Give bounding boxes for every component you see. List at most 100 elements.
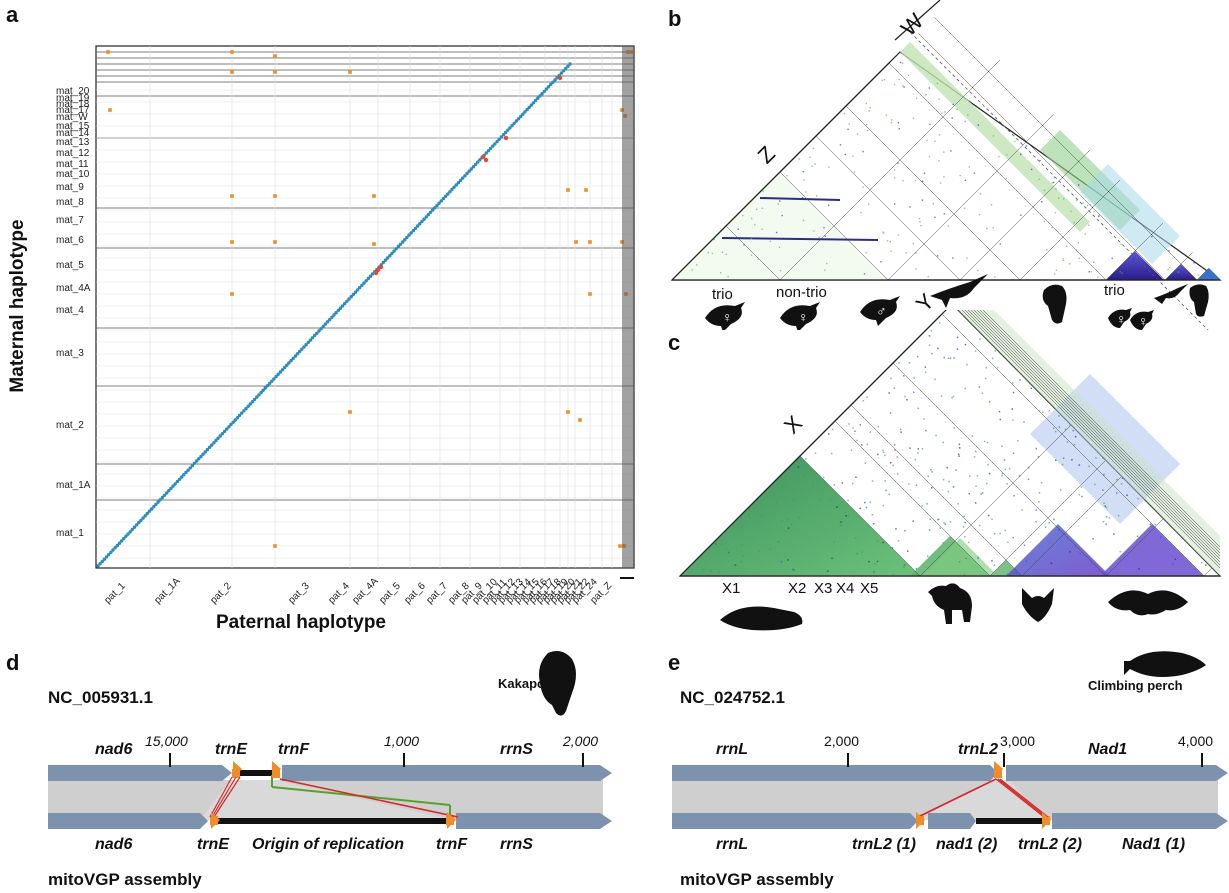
c-speck bbox=[1048, 409, 1051, 412]
diagonal-dot bbox=[109, 550, 113, 554]
b-speck bbox=[824, 269, 826, 271]
diagonal-dot bbox=[398, 242, 403, 246]
c-speck bbox=[1061, 463, 1064, 466]
diagonal-dot bbox=[355, 288, 360, 292]
diagonal-dot bbox=[405, 235, 409, 240]
diagonal-dot bbox=[540, 92, 544, 96]
diagonal-dot bbox=[501, 133, 506, 137]
b-speck bbox=[737, 228, 739, 230]
diagonal-dot bbox=[383, 258, 388, 262]
diagonal-dot bbox=[433, 206, 437, 210]
c-speck bbox=[937, 347, 939, 350]
c-speck bbox=[974, 502, 977, 504]
b-specks bbox=[691, 61, 1200, 278]
diagonal-dot bbox=[248, 402, 252, 406]
b-speck bbox=[938, 98, 940, 100]
b-speck bbox=[761, 228, 763, 230]
c-speck bbox=[917, 407, 919, 410]
diagonal-dot bbox=[549, 82, 553, 87]
c-speck bbox=[913, 391, 915, 393]
b-speck bbox=[967, 114, 969, 116]
diagonal-dot bbox=[458, 178, 463, 183]
panel-letter-e: e bbox=[668, 650, 681, 675]
c-speck bbox=[777, 541, 779, 543]
d-ref-gap bbox=[240, 770, 274, 776]
c-speck bbox=[1054, 430, 1057, 433]
c-speck bbox=[998, 410, 1001, 413]
diagonal-dot bbox=[270, 379, 274, 383]
c-speck bbox=[1113, 533, 1115, 535]
diagonal-dot bbox=[467, 169, 471, 173]
b-speck bbox=[1120, 243, 1122, 246]
b-speck bbox=[890, 250, 892, 252]
c-speck bbox=[964, 521, 966, 524]
diagonal-dot bbox=[244, 406, 248, 411]
e-synteny-right bbox=[1010, 780, 1218, 820]
b-speck bbox=[1053, 181, 1055, 184]
diagonal-dot bbox=[368, 274, 373, 278]
y-tick-label: mat_17 bbox=[56, 105, 90, 116]
d-asm-gene-rrnS: rrnS bbox=[500, 836, 533, 853]
d-marker bbox=[233, 761, 242, 778]
b-speck bbox=[1062, 258, 1064, 260]
diagonal-dot bbox=[448, 190, 452, 194]
c-speck bbox=[964, 387, 966, 390]
y-tick-label: mat_12 bbox=[56, 148, 90, 159]
bird-icon bbox=[1130, 310, 1154, 330]
c-bat-region bbox=[1006, 524, 1110, 576]
diagonal-dot bbox=[298, 349, 302, 354]
c-speck bbox=[957, 453, 960, 455]
diagonal-dot bbox=[452, 185, 456, 189]
b-speck bbox=[882, 231, 884, 233]
diagonal-dot bbox=[259, 390, 263, 395]
panel-c: X Y X1 X2 X3 X4 X5 bbox=[660, 289, 1229, 650]
c-speck bbox=[854, 430, 856, 432]
b-grid-line bbox=[1019, 179, 1121, 281]
c-speck bbox=[869, 431, 871, 433]
b-speck bbox=[1039, 159, 1041, 162]
diagonal-dot bbox=[401, 240, 405, 244]
diagonal-dot bbox=[128, 530, 132, 534]
c-speck bbox=[831, 428, 834, 431]
c-speck bbox=[702, 569, 705, 571]
diagonal-dot bbox=[242, 409, 246, 413]
c-speck bbox=[934, 378, 936, 381]
c-x-axis-line bbox=[679, 315, 941, 577]
diagonal-dot bbox=[231, 420, 235, 424]
e-synteny-left bbox=[672, 780, 990, 820]
c-speck bbox=[865, 506, 868, 509]
dotplot-frame bbox=[95, 45, 635, 569]
c-speck bbox=[1027, 466, 1030, 469]
c-speck bbox=[844, 512, 846, 514]
e-tick-label: 2,000 bbox=[824, 733, 860, 749]
b-speck bbox=[927, 275, 929, 278]
b-speck bbox=[1066, 245, 1068, 247]
e-asm-nad1-2 bbox=[928, 813, 976, 829]
c-speck bbox=[864, 462, 867, 464]
diagonal-dot bbox=[235, 416, 240, 420]
c-speck bbox=[845, 515, 847, 517]
c-speck bbox=[952, 486, 955, 488]
diagonal-dot bbox=[544, 87, 549, 91]
e-marker bbox=[916, 812, 925, 829]
c-diag-line bbox=[964, 310, 1221, 566]
diagonal-dot bbox=[285, 363, 289, 367]
c-speck bbox=[938, 556, 940, 558]
diagonal-dot bbox=[336, 308, 340, 313]
b-speck bbox=[727, 275, 729, 278]
hic-c-svg bbox=[678, 310, 1222, 577]
b-speck bbox=[889, 241, 891, 243]
b-speck bbox=[898, 78, 900, 81]
c-speck bbox=[953, 357, 955, 359]
b-speck bbox=[811, 165, 813, 167]
bird-icon bbox=[860, 296, 900, 326]
diagonal-dot bbox=[497, 137, 501, 141]
b-speck bbox=[1053, 176, 1055, 179]
c-speck bbox=[1063, 435, 1066, 438]
c-speck bbox=[986, 441, 989, 444]
c-speck bbox=[775, 502, 777, 504]
b-speck bbox=[952, 103, 954, 106]
b-speck bbox=[1075, 249, 1077, 251]
diagonal-dot bbox=[201, 452, 205, 456]
d-asm-rrnS bbox=[456, 813, 612, 829]
